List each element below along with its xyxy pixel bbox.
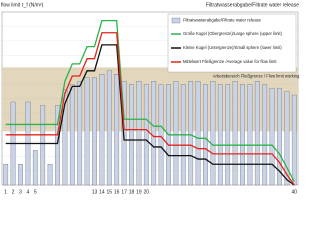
bar [247,84,253,186]
bar [203,84,208,186]
x-tick-label: 5 [34,189,37,195]
bar [106,70,112,186]
bar [136,81,142,186]
bar [32,150,38,186]
bar [129,84,134,186]
bar [291,94,297,186]
x-tick-label: 1 [4,189,7,195]
line-series [5,19,295,182]
y2-axis-label: Filtratwasserabgabe/Filtrate water relea… [206,2,299,8]
x-tick-label: 16 [114,189,120,195]
legend-box [167,13,297,73]
bar [69,84,75,186]
bar [269,87,275,186]
legend-swatch [171,17,181,24]
bar [77,81,83,186]
x-tick-label: 15 [107,189,113,195]
bar [114,74,120,186]
bar [143,84,149,186]
legend: Filtratwasserabgabe/Filtrate water relea… [167,13,297,73]
bar [92,77,97,186]
bar [225,84,231,186]
bar [62,89,68,186]
legend-label: Große Kugel (Obergrenze)/Large sphere (u… [183,31,283,36]
bar [188,81,194,186]
bar [284,91,290,186]
legend-label: Kleine Kugel (Untergrenze)/Small sphere … [183,45,282,50]
x-tick-label: 20 [144,189,150,195]
x-tick-label: 14 [99,189,105,195]
bar [173,81,179,186]
x-tick-label: 2 [12,189,15,195]
bar [232,81,238,186]
bar [151,81,157,186]
bar [40,105,46,186]
bar [240,84,245,186]
x-tick-label: 13 [92,189,98,195]
bar [18,164,23,186]
x-tick-label: 18 [129,189,135,195]
bar [3,164,9,186]
legend-label: Mittelwert Fließgrenze /Average value fo… [183,59,277,64]
bar [99,74,105,186]
bar [84,77,90,186]
bar [262,84,268,186]
y-axis-label: flow limit τ_f (N/m²) [1,2,44,8]
line-series [5,44,295,186]
bar [195,81,201,186]
x-tick-label: 19 [136,189,142,195]
bar [210,81,216,186]
x-tick-label: 4 [27,189,30,195]
x-tick-label: 3 [19,189,22,195]
bar [277,87,282,186]
chart: flow limit τ_f (N/m²) Filtratwasserabgab… [1,2,300,195]
bar [217,84,223,186]
x-tick-label: 17 [121,189,127,195]
x-tick-label: 40 [292,189,298,195]
bar [55,105,60,186]
bar [254,81,260,186]
band-label: Arbeitsbereich Fließgrenze / Flow limit … [213,73,300,78]
legend-label: Filtratwasserabgabe/Filtrate water relea… [183,18,262,23]
bar [158,84,164,186]
line-series [5,32,295,186]
bar [47,164,53,186]
